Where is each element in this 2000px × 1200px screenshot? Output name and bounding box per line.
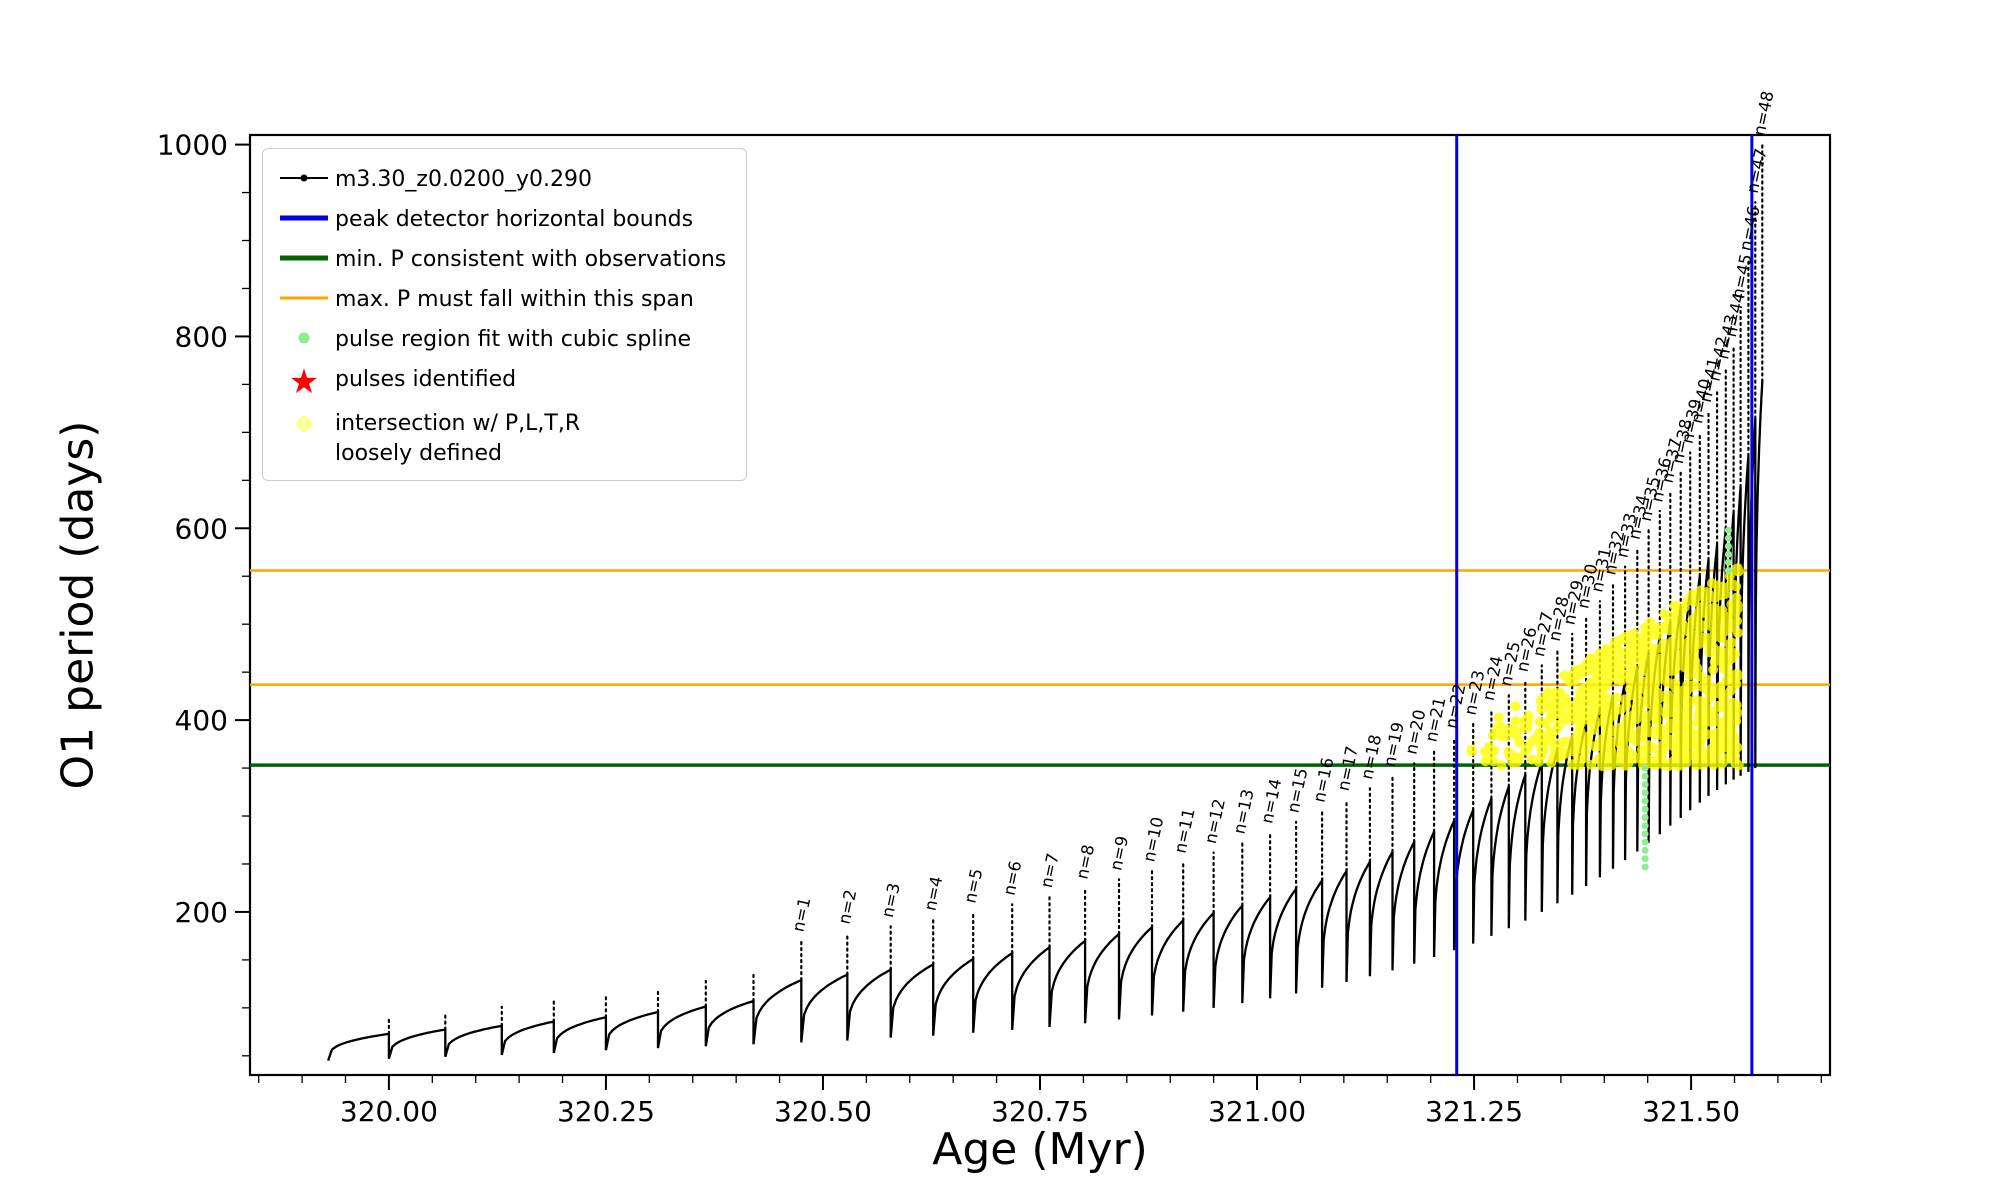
pulse-number-label: n=15 (1283, 766, 1311, 814)
pulse-number-label: n=1 (789, 896, 815, 934)
x-tick-label: 321.50 (1642, 1095, 1740, 1128)
pulse-number-label: n=8 (1072, 843, 1098, 881)
pulse-number-label: n=48 (1750, 89, 1778, 137)
legend-entry-7: intersection w/ P,L,T,R loosely defined (273, 405, 726, 468)
legend-entry-1: m3.30_z0.0200_y0.290 (273, 161, 726, 197)
legend-entry-label: peak detector horizontal bounds (335, 207, 694, 232)
y-tick-label: 400 (175, 704, 228, 737)
y-tick-label: 600 (175, 512, 228, 545)
legend-entry-label: pulse region fit with cubic spline (335, 327, 692, 352)
legend-entry-2: peak detector horizontal bounds (273, 201, 726, 237)
x-tick-label: 320.25 (557, 1095, 655, 1128)
blue-bounds-line-icon (273, 201, 335, 233)
x-tick-label: 320.50 (774, 1095, 872, 1128)
pulse-number-label: n=14 (1257, 777, 1285, 825)
intersection-points (1466, 563, 1744, 771)
x-axis-label: Age (Myr) (932, 1124, 1148, 1175)
series-line-icon (273, 161, 335, 193)
green-min-line-icon (273, 241, 335, 273)
legend-entry-label: intersection w/ P,L,T,R loosely defined (335, 411, 581, 466)
x-tick-label: 320.00 (340, 1095, 438, 1128)
y-tick-label: 800 (175, 320, 228, 353)
pulse-number-label: n=7 (1037, 851, 1063, 889)
pulse-number-label: n=5 (960, 867, 986, 905)
series-line (327, 381, 1764, 1061)
pulse-number-label: n=12 (1201, 797, 1229, 845)
pulse-number-label: n=47 (1743, 147, 1771, 195)
pulse-number-label: n=2 (835, 888, 861, 926)
x-tick-label: 320.75 (991, 1095, 1089, 1128)
pulse-number-label: n=17 (1334, 744, 1362, 792)
y-tick-label: 200 (175, 896, 228, 929)
pulse-number-label: n=10 (1139, 815, 1167, 863)
pulse-number-label: n=4 (921, 874, 947, 912)
spline-fit-points (1641, 526, 1732, 871)
legend-entry-label: min. P consistent with observations (335, 247, 727, 272)
pulse-number-label: n=46 (1736, 204, 1764, 252)
pulse-number-label: n=9 (1106, 834, 1132, 872)
x-tick-label: 321.25 (1425, 1095, 1523, 1128)
pulse-number-label: n=3 (878, 881, 904, 919)
legend-entry-label: max. P must fall within this span (335, 287, 694, 312)
x-tick-label: 321.00 (1208, 1095, 1306, 1128)
pulse-number-label: n=6 (1000, 859, 1026, 897)
legend-entry-4: max. P must fall within this span (273, 281, 726, 317)
orange-span-line-icon (273, 281, 335, 313)
svg-text:★: ★ (289, 363, 319, 401)
legend-entry-3: min. P consistent with observations (273, 241, 726, 277)
legend-entry-label: m3.30_z0.0200_y0.290 (335, 167, 592, 192)
spline-dot-icon (273, 321, 335, 353)
pulse-number-label: n=11 (1171, 807, 1199, 855)
legend-entry-6: ★ pulses identified (273, 361, 726, 401)
y-axis-label: O1 period (days) (52, 420, 104, 790)
pulse-star-icon: ★ (273, 361, 335, 401)
intersection-dot-icon (273, 405, 335, 441)
legend-entry-5: pulse region fit with cubic spline (273, 321, 726, 357)
legend-entry-label: pulses identified (335, 367, 517, 392)
y-tick-label: 1000 (157, 129, 228, 162)
pulse-number-label: n=16 (1309, 756, 1337, 804)
pulse-number-label: n=13 (1230, 787, 1258, 835)
